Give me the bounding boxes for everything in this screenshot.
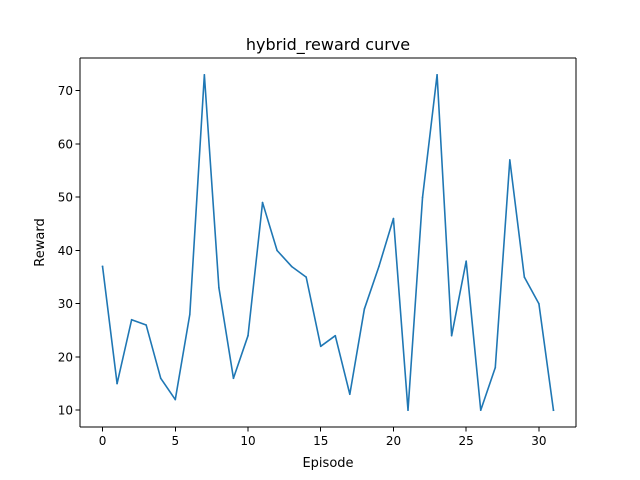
plot-area: [80, 58, 576, 427]
data-point-31: [552, 409, 555, 412]
x-tick-label-0: 0: [99, 434, 107, 448]
y-tick-label-10: 10: [58, 404, 73, 418]
y-tick-label-60: 60: [58, 137, 73, 151]
data-point-0: [101, 265, 104, 268]
data-point-10: [247, 334, 249, 337]
x-axis-label: Episode: [302, 456, 353, 471]
data-point-17: [349, 393, 351, 396]
data-point-28: [509, 159, 511, 161]
data-point-12: [276, 249, 278, 252]
data-point-1: [116, 382, 118, 385]
data-point-5: [174, 398, 177, 401]
series-layer: [101, 73, 555, 412]
y-tick-label-70: 70: [58, 84, 73, 98]
data-point-18: [363, 308, 366, 310]
y-tick-label-30: 30: [58, 297, 73, 311]
data-point-23: [436, 73, 438, 76]
data-point-9: [232, 377, 235, 380]
data-point-25: [465, 260, 467, 262]
y-axis-label: Reward: [33, 218, 48, 266]
data-point-22: [421, 196, 424, 199]
data-point-14: [305, 276, 307, 278]
data-point-20: [392, 217, 395, 220]
data-point-2: [130, 318, 133, 321]
x-tick-label-30: 30: [531, 434, 546, 448]
data-point-4: [159, 377, 162, 380]
x-tick-label-25: 25: [459, 434, 474, 448]
data-point-26: [479, 409, 482, 412]
data-point-21: [407, 409, 409, 412]
data-point-13: [290, 265, 293, 268]
data-point-11: [261, 201, 264, 204]
data-point-7: [203, 73, 206, 76]
series-line-0: [101, 73, 555, 412]
data-point-27: [494, 366, 497, 369]
data-point-6: [189, 313, 191, 316]
data-point-3: [145, 324, 147, 326]
x-axis-ticks: 0 5 10 15 20 25 30: [99, 427, 547, 448]
data-point-15: [319, 345, 322, 348]
y-tick-label-40: 40: [58, 244, 73, 258]
x-tick-label-20: 20: [386, 434, 401, 448]
data-point-8: [218, 286, 220, 289]
x-tick-label-15: 15: [313, 434, 328, 448]
x-tick-label-10: 10: [240, 434, 255, 448]
chart-title: hybrid_reward curve: [246, 35, 410, 55]
data-point-24: [450, 334, 453, 337]
y-tick-label-20: 20: [58, 350, 73, 364]
x-tick-label-5: 5: [171, 434, 179, 448]
data-point-16: [334, 334, 337, 337]
data-point-29: [523, 276, 526, 278]
data-point-19: [378, 265, 380, 268]
y-tick-label-50: 50: [58, 191, 73, 205]
y-axis-ticks: 10 20 30 40 50 60 70: [58, 84, 80, 418]
data-point-30: [538, 302, 540, 305]
